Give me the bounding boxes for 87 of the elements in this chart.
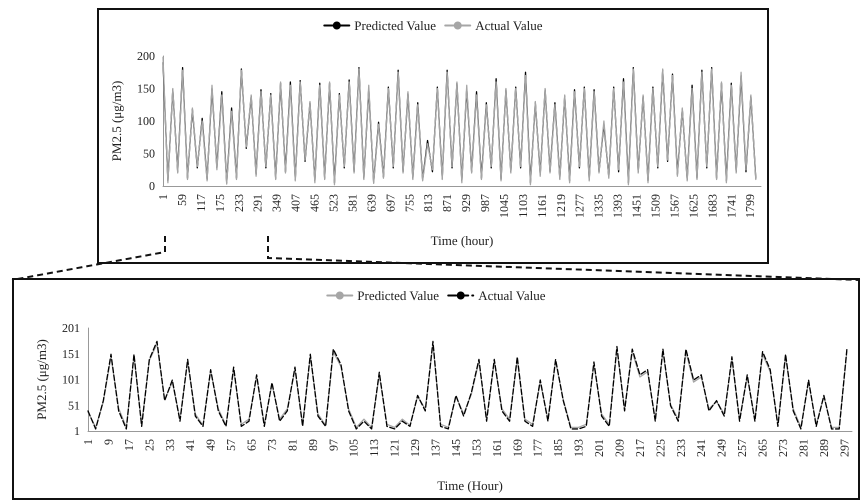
x-tick-label: 639	[364, 194, 378, 212]
x-tick-label: 1683	[705, 194, 720, 218]
x-tick-label: 465	[308, 194, 322, 212]
x-tick-label: 1045	[496, 194, 511, 218]
x-tick-label: 201	[592, 439, 606, 457]
x-tick-label: 871	[440, 194, 454, 212]
x-tick-label: 97	[326, 439, 340, 451]
x-tick-label: 73	[264, 439, 279, 451]
x-tick-label: 1741	[724, 194, 738, 218]
x-tick-label: 289	[816, 439, 831, 457]
x-tick-label: 17	[122, 439, 136, 451]
legend-label: Predicted Value	[354, 18, 436, 33]
y-tick-label: 50	[143, 146, 155, 160]
x-tick-label: 1567	[667, 194, 682, 218]
x-tick-label: 49	[204, 439, 218, 451]
legend-label: Predicted Value	[357, 288, 440, 303]
y-tick-label: 151	[62, 346, 80, 361]
x-axis-title: Time (hour)	[430, 233, 494, 248]
x-tick-label: 175	[212, 194, 227, 212]
x-tick-label: 1161	[534, 194, 549, 218]
y-tick-label: 51	[68, 398, 80, 412]
x-tick-label: 153	[469, 439, 484, 457]
x-tick-label: 1219	[554, 194, 568, 218]
x-tick-label: 129	[408, 439, 422, 457]
x-tick-label: 113	[367, 439, 382, 457]
x-tick-label: 257	[735, 439, 750, 457]
y-tick-label: 101	[62, 372, 80, 386]
x-tick-label: 65	[244, 439, 259, 451]
x-tick-label: 105	[346, 439, 361, 457]
x-tick-label: 1799	[743, 194, 758, 218]
x-axis-title: Time (Hour)	[437, 478, 503, 493]
y-tick-label: 100	[137, 114, 155, 128]
x-tick-label: 161	[490, 439, 504, 457]
x-tick-label: 41	[183, 439, 198, 451]
x-tick-label: 581	[345, 194, 360, 212]
y-tick-label: 0	[149, 179, 155, 193]
x-tick-label: 121	[388, 439, 402, 457]
x-tick-label: 249	[714, 439, 729, 457]
x-tick-label: 1103	[516, 194, 530, 218]
x-tick-label: 1509	[648, 194, 663, 218]
y-axis-title: PM2.5 (μg/m3)	[109, 80, 124, 162]
x-tick-label: 9	[101, 439, 116, 445]
x-tick-label: 137	[428, 439, 443, 457]
x-tick-label: 233	[232, 194, 246, 212]
x-tick-label: 297	[837, 439, 852, 457]
y-tick-label: 200	[137, 49, 155, 63]
x-tick-label: 1	[81, 439, 95, 445]
x-tick-label: 1	[156, 194, 170, 200]
x-tick-label: 281	[796, 439, 810, 457]
legend-label: Actual Value	[478, 288, 546, 303]
x-tick-label: 1277	[572, 194, 587, 218]
x-tick-label: 57	[224, 439, 238, 451]
x-tick-label: 169	[510, 439, 524, 457]
y-axis-title: PM2.5 (μg/m3)	[34, 339, 49, 420]
x-tick-label: 225	[653, 439, 668, 457]
x-tick-label: 1625	[686, 194, 700, 218]
y-tick-label: 201	[62, 321, 80, 335]
x-tick-label: 241	[694, 439, 708, 457]
x-tick-label: 209	[612, 439, 626, 457]
x-tick-label: 697	[383, 194, 398, 212]
y-tick-label: 150	[137, 82, 155, 96]
x-tick-label: 813	[421, 194, 436, 212]
x-tick-label: 1393	[610, 194, 625, 218]
x-tick-label: 25	[142, 439, 156, 451]
legend-label: Actual Value	[475, 18, 543, 33]
x-tick-label: 349	[270, 194, 284, 212]
x-tick-label: 145	[448, 439, 463, 457]
x-tick-label: 265	[756, 439, 770, 457]
x-tick-label: 217	[632, 439, 647, 457]
x-tick-label: 33	[162, 439, 177, 451]
x-tick-label: 291	[250, 194, 265, 212]
x-tick-label: 89	[306, 439, 320, 451]
x-tick-label: 407	[288, 194, 303, 212]
x-tick-label: 117	[194, 194, 208, 212]
x-tick-label: 233	[674, 439, 688, 457]
x-tick-label: 1451	[630, 194, 644, 218]
x-tick-label: 177	[530, 439, 545, 457]
x-tick-label: 755	[402, 194, 416, 212]
x-tick-label: 1335	[592, 194, 606, 218]
x-tick-label: 273	[776, 439, 790, 457]
x-tick-label: 987	[478, 194, 492, 212]
x-tick-label: 193	[572, 439, 586, 457]
x-tick-label: 929	[459, 194, 474, 212]
x-tick-label: 185	[551, 439, 566, 457]
x-tick-label: 523	[326, 194, 340, 212]
x-tick-label: 59	[174, 194, 189, 206]
x-tick-label: 81	[285, 439, 300, 451]
